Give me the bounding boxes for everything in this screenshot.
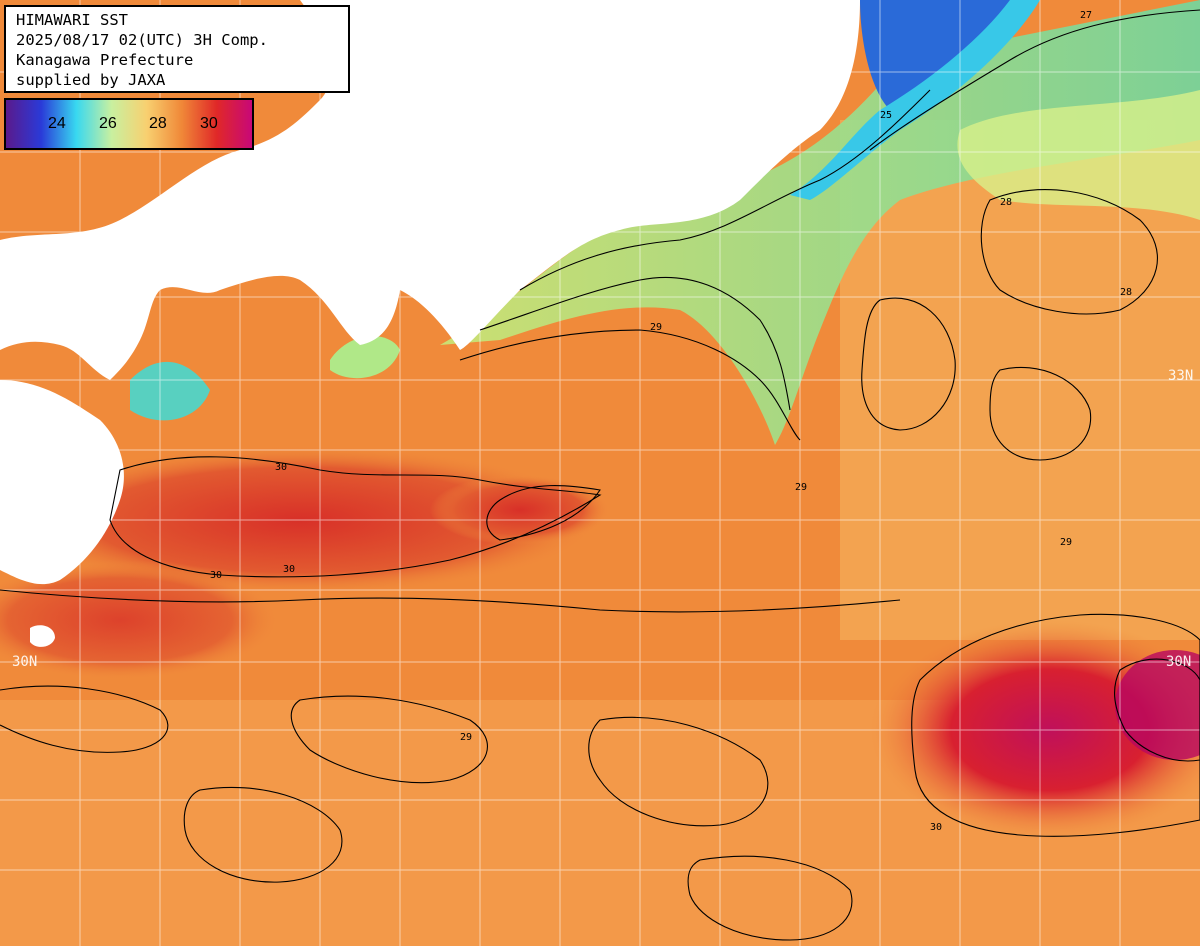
contour-25-northeast xyxy=(869,9,1200,151)
color-scale-legend: 24 26 28 30 xyxy=(4,98,254,150)
hot-zone-east-edge xyxy=(1115,650,1200,760)
contour-29-mid xyxy=(0,589,901,613)
map-info-box: HIMAWARI SST 2025/08/17 02(UTC) 3H Comp.… xyxy=(4,5,350,93)
contour-label: 29 xyxy=(650,322,662,333)
contour-29-south2 xyxy=(588,716,769,827)
contour-29-east2 xyxy=(989,366,1092,461)
contour-28-coast xyxy=(479,276,791,411)
isotherm-contours xyxy=(0,9,1200,941)
observation-datetime: 2025/08/17 02(UTC) 3H Comp. xyxy=(16,31,268,49)
contour-label: 28 xyxy=(1120,287,1132,298)
contour-27-coast xyxy=(519,89,931,291)
contour-29-north xyxy=(459,329,801,441)
contour-29-west xyxy=(0,685,169,753)
contour-29-east1 xyxy=(861,297,956,431)
land-honshu xyxy=(0,0,860,380)
cool-east-patch xyxy=(957,90,1200,220)
land-kii xyxy=(395,237,433,285)
contour-label: 28 xyxy=(1000,197,1012,208)
contour-label: 30 xyxy=(283,564,295,575)
legend-tick-28: 28 xyxy=(149,115,167,132)
cyan-band xyxy=(790,0,1040,200)
cool-bay-west xyxy=(130,361,210,421)
land xyxy=(0,0,860,647)
cool-bay-ise xyxy=(330,336,400,379)
land-kyushu xyxy=(0,380,124,585)
contour-29-south1 xyxy=(290,695,488,784)
legend-tick-30: 30 xyxy=(200,115,218,132)
warm-zone-center xyxy=(430,475,610,545)
contour-label: 29 xyxy=(1060,537,1072,548)
cold-water-northeast xyxy=(860,0,1010,110)
contour-29-southeast2 xyxy=(687,855,853,941)
contour-30-east-core xyxy=(1114,658,1200,762)
land-small-island xyxy=(30,625,55,647)
cool-coastal-belt xyxy=(440,0,1200,445)
contour-labels: 25 27 28 28 29 29 30 30 30 30 29 29 xyxy=(210,10,1132,833)
legend-tick-24: 24 xyxy=(48,115,66,132)
lat-label-33n: 33N xyxy=(1168,368,1194,384)
contour-label: 30 xyxy=(275,462,287,473)
legend-tick-26: 26 xyxy=(99,115,117,132)
data-provider: supplied by JAXA xyxy=(16,71,166,89)
contour-30-center xyxy=(486,484,601,541)
product-title: HIMAWARI SST xyxy=(16,11,128,29)
contour-29-south3 xyxy=(183,786,343,883)
region-name: Kanagawa Prefecture xyxy=(16,51,194,69)
contour-28-east-patch xyxy=(980,189,1158,315)
contour-30-southeast xyxy=(911,613,1200,837)
contour-label: 27 xyxy=(1080,10,1092,21)
lat-label-30n-right: 30N xyxy=(1166,654,1192,670)
contour-label: 30 xyxy=(930,822,942,833)
contour-label: 29 xyxy=(795,482,807,493)
contour-label: 30 xyxy=(210,570,222,581)
contour-label: 25 xyxy=(880,110,892,121)
lat-label-30n-left: 30N xyxy=(12,654,38,670)
contour-30-west xyxy=(109,456,602,578)
contour-label: 29 xyxy=(460,732,472,743)
